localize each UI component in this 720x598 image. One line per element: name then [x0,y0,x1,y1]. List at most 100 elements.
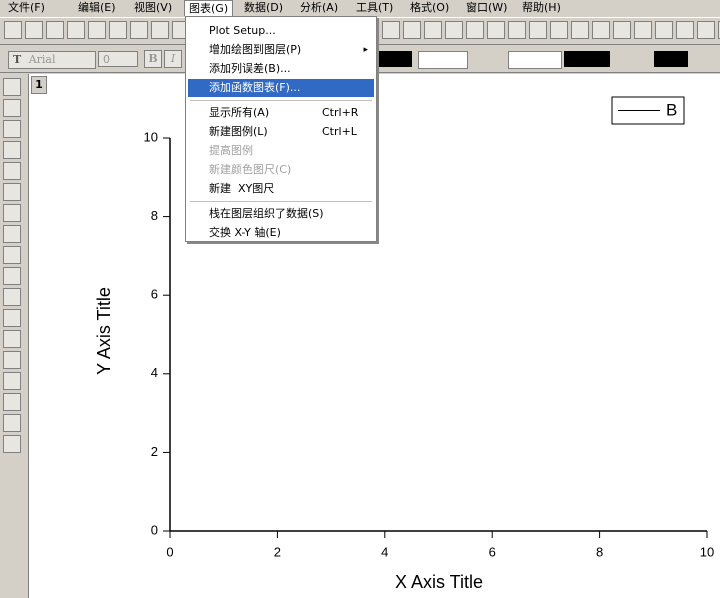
dropdown-menu: Plot Setup... 增加绘图到图层(P) ▸ 添加列误差(B)... 添加函数图… [185,16,377,242]
fill-box[interactable] [508,51,562,69]
menu-bar: 文件(F) 编辑(E) 视图(V) 图表(G) 数据(D) 分析(A) 工具(T) 格式(O)… [0,0,720,16]
toolbar-button[interactable] [403,21,421,39]
menu-item[interactable]: 窗口(W) [466,1,508,14]
menu-item[interactable]: 工具(T) [356,1,394,14]
toolbar-button[interactable] [445,21,463,39]
option-label: 新建图例(L) [209,125,268,138]
menu-option[interactable]: 添加列误差(B)... [188,60,374,78]
toolbar-button[interactable] [46,21,64,39]
toolbar-button[interactable] [109,21,127,39]
tool-button[interactable] [3,288,21,306]
font-box[interactable]: T Arial [8,51,96,69]
menu-option[interactable]: 新建 XY图尺 [188,180,374,198]
toolbar-button[interactable] [151,21,169,39]
menu-item[interactable]: 格式(O) [410,1,450,14]
bold-button[interactable]: B [144,50,162,68]
italic-button[interactable]: I [164,50,182,68]
toolbar-button[interactable] [529,21,547,39]
tool-button[interactable] [3,225,21,243]
toolbar-button[interactable] [487,21,505,39]
x-tick-label: 2 [274,544,281,559]
option-label: 显示所有(A) [209,106,270,119]
toolbar-button[interactable] [550,21,568,39]
toolbar-button[interactable] [130,21,148,39]
font-name: Arial [28,53,56,66]
tool-button[interactable] [3,120,21,138]
y-axis-title: Y Axis Title [94,287,114,375]
tool-button[interactable] [3,183,21,201]
tool-button[interactable] [3,246,21,264]
color-box[interactable] [654,51,688,67]
line-style-box[interactable] [418,51,468,69]
submenu-arrow: ▸ [363,45,368,55]
y-tick-label: 10 [144,129,158,144]
toolbar-button[interactable] [382,21,400,39]
option-shortcut: Ctrl+L [322,125,357,138]
toolbar-button[interactable] [718,21,720,39]
tool-button[interactable] [3,435,21,453]
tools-toolbar [1,74,27,598]
option-label: 栈在图层组织了数据(S) [209,207,324,220]
toolbar-button[interactable] [634,21,652,39]
toolbar-button[interactable] [67,21,85,39]
tool-button[interactable] [3,267,21,285]
format-toolbar: T Arial 0 B I [0,46,720,73]
tool-button[interactable] [3,393,21,411]
x-tick-label: 6 [489,544,496,559]
tool-button[interactable] [3,204,21,222]
tool-button[interactable] [3,99,21,117]
y-tick-label: 4 [151,365,158,380]
color-box[interactable] [564,51,610,67]
option-label: 提高图例 [209,144,253,157]
tool-button[interactable] [3,78,21,96]
toolbar-button[interactable] [697,21,715,39]
option-label: 添加函数图表(F)... [209,81,301,94]
size-box[interactable]: 0 [98,51,138,67]
menu-item[interactable]: 数据(D) [244,1,284,14]
color-box[interactable] [376,51,412,67]
toolbar-button[interactable] [424,21,442,39]
toolbar-button[interactable] [571,21,589,39]
tool-button[interactable] [3,372,21,390]
option-label: 交换 X-Y 轴(E) [209,226,281,239]
layer-tab[interactable]: 1 [31,76,47,94]
x-tick-label: 10 [700,544,714,559]
menu-option[interactable]: 显示所有(A) Ctrl+R [188,104,374,122]
toolbar-button[interactable] [4,21,22,39]
toolbar-button[interactable] [613,21,631,39]
menu-option[interactable]: 增加绘图到图层(P) ▸ [188,41,374,59]
legend-label: B [666,100,677,119]
tool-button[interactable] [3,141,21,159]
tool-button[interactable] [3,162,21,180]
menu-item[interactable]: 文件(F) [8,1,45,14]
menu-option[interactable]: Plot Setup... [188,22,374,40]
tool-button[interactable] [3,330,21,348]
tool-button[interactable] [3,414,21,432]
menu-item[interactable]: 帮助(H) [522,1,561,14]
menu-item[interactable]: 编辑(E) [78,1,116,14]
y-tick-label: 2 [151,444,158,459]
toolbar-button[interactable] [676,21,694,39]
menu-item[interactable]: 分析(A) [300,1,339,14]
menu-item[interactable]: 视图(V) [134,1,173,14]
toolbar-button[interactable] [508,21,526,39]
toolbar-button[interactable] [25,21,43,39]
menu-option[interactable]: 添加函数图表(F)... [188,79,374,97]
y-tick-label: 0 [151,522,158,537]
menu-option[interactable]: 栈在图层组织了数据(S) [188,205,374,223]
toolbar-button[interactable] [592,21,610,39]
tool-button[interactable] [3,309,21,327]
menu-option[interactable]: 交换 X-Y 轴(E) [188,224,374,242]
option-label: 新建 XY图尺 [209,182,275,195]
toolbar-button[interactable] [655,21,673,39]
option-label: 增加绘图到图层(P) [209,43,302,56]
x-axis-title: X Axis Title [395,572,483,592]
menu-option: 提高图例 [188,142,374,160]
option-shortcut: Ctrl+R [322,106,359,119]
menu-option[interactable]: 新建图例(L) Ctrl+L [188,123,374,141]
tool-button[interactable] [3,351,21,369]
toolbar-button[interactable] [88,21,106,39]
menu-item[interactable]: 图表(G) [184,0,234,16]
toolbar-button[interactable] [466,21,484,39]
